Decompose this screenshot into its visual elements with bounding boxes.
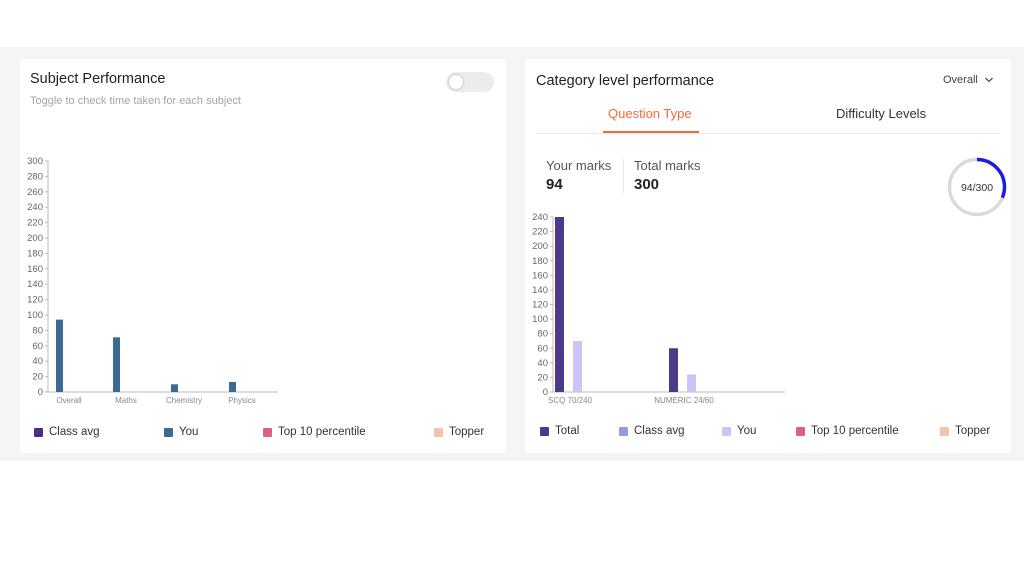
- subject-y-tick-label: 260: [27, 187, 43, 198]
- subject-y-tick-label: 240: [27, 202, 43, 213]
- active-tab-indicator: [603, 131, 699, 133]
- legend-label: Top 10 percentile: [278, 426, 366, 438]
- legend-swatch: [796, 426, 805, 436]
- qtype-y-tick-label: 140: [532, 285, 548, 296]
- qtype-bar-total: [555, 217, 564, 392]
- qtype-y-tick-label: 220: [532, 227, 548, 238]
- toggle-knob: [449, 75, 463, 89]
- qtype-y-tick-label: 100: [532, 314, 548, 325]
- tab-question-type[interactable]: Question Type: [608, 106, 692, 121]
- qtype-y-tick-label: 40: [537, 358, 548, 369]
- legend-label: You: [737, 425, 757, 437]
- chevron-down-icon: [984, 77, 993, 83]
- dropdown-value: Overall: [943, 74, 978, 86]
- legend-item-topper[interactable]: Topper: [940, 425, 990, 437]
- legend-item-top-10-percentile[interactable]: Top 10 percentile: [263, 426, 366, 438]
- subject-y-tick-label: 80: [32, 325, 43, 336]
- legend-item-you[interactable]: You: [722, 425, 756, 437]
- subject-x-tick-label: Maths: [115, 396, 137, 405]
- subject-x-tick-label: Overall: [56, 396, 82, 405]
- qtype-y-tick-label: 20: [537, 372, 548, 383]
- subject-x-tick-label: Physics: [228, 396, 256, 405]
- qtype-bar-you: [687, 374, 696, 392]
- your-marks-label: Your marks: [546, 158, 612, 173]
- marks-progress-ring: 94/300: [947, 157, 1007, 217]
- legend-swatch: [164, 427, 173, 437]
- legend-swatch: [263, 427, 272, 437]
- subject-performance-title: Subject Performance: [30, 71, 166, 87]
- subject-performance-card: Subject Performance Toggle to check time…: [20, 59, 506, 453]
- qtype-bar-total: [669, 348, 678, 392]
- legend-label: Total: [555, 425, 580, 437]
- subject-performance-chart: 0 20 40 60 80 100 120 140 160 180 200 220 240 260 280 3…: [27, 156, 278, 405]
- subject-y-tick-label: 140: [27, 279, 43, 290]
- subject-y-tick-label: 300: [27, 156, 43, 167]
- legend-label: Class avg: [49, 426, 100, 438]
- qtype-y-tick-label: 120: [532, 300, 548, 311]
- legend-item-you[interactable]: You: [164, 426, 198, 438]
- legend-item-topper[interactable]: Topper: [434, 426, 484, 438]
- overall-dropdown[interactable]: Overall: [943, 74, 994, 86]
- legend-item-total[interactable]: Total: [540, 425, 579, 437]
- total-marks-value: 300: [634, 176, 660, 193]
- your-marks-value: 94: [546, 176, 563, 193]
- subject-y-tick-label: 20: [32, 372, 43, 383]
- legend-label: Class avg: [634, 425, 685, 437]
- subject-bar-you: [113, 337, 120, 392]
- subject-y-tick-label: 0: [38, 387, 43, 398]
- ring-progress-arc: [947, 157, 1007, 217]
- total-marks-label: Total marks: [634, 158, 701, 173]
- legend-swatch: [619, 426, 628, 436]
- qtype-x-tick-label: NUMERIC 24/60: [654, 396, 714, 405]
- ring-label: 94/300: [961, 182, 993, 194]
- tabs-divider: [536, 133, 1000, 134]
- question-type-chart: 0 20 40 60 80 100 120 140 160 180 200 220 240 SCQ 70/…: [532, 212, 785, 405]
- legend-swatch: [540, 426, 549, 436]
- subject-performance-subtitle: Toggle to check time taken for each subj…: [30, 95, 241, 107]
- legend-swatch: [34, 427, 43, 437]
- subject-y-tick-label: 160: [27, 264, 43, 275]
- legend-label: Top 10 percentile: [811, 425, 899, 437]
- subject-y-tick-label: 280: [27, 171, 43, 182]
- qtype-y-tick-label: 80: [537, 329, 548, 340]
- qtype-bar-you: [573, 340, 582, 392]
- qtype-y-tick-label: 160: [532, 270, 548, 281]
- legend-label: You: [179, 426, 199, 438]
- qtype-x-tick-label: SCQ 70/240: [548, 396, 593, 405]
- legend-swatch: [722, 426, 731, 436]
- subject-y-tick-label: 220: [27, 218, 43, 229]
- legend-item-top-10-percentile[interactable]: Top 10 percentile: [796, 425, 899, 437]
- subject-y-tick-label: 40: [32, 356, 43, 367]
- subject-bar-you: [171, 384, 178, 392]
- legend-label: Topper: [955, 425, 991, 437]
- qtype-y-tick-label: 0: [543, 387, 548, 398]
- qtype-y-tick-label: 200: [532, 241, 548, 252]
- legend-item-class-avg[interactable]: Class avg: [34, 426, 100, 438]
- subject-y-tick-label: 180: [27, 248, 43, 259]
- subject-bar-you: [56, 319, 63, 392]
- subject-bar-you: [229, 381, 236, 392]
- subject-y-tick-label: 60: [32, 341, 43, 352]
- legend-swatch: [434, 427, 443, 437]
- legend-swatch: [940, 426, 949, 436]
- subject-x-tick-label: Chemistry: [166, 396, 202, 405]
- category-performance-title: Category level performance: [536, 73, 715, 89]
- category-performance-card: Category level performance Overall Quest…: [525, 59, 1011, 453]
- subject-y-tick-label: 200: [27, 233, 43, 244]
- stat-divider: [623, 159, 624, 193]
- legend-item-class-avg[interactable]: Class avg: [619, 425, 685, 437]
- qtype-y-tick-label: 240: [532, 212, 548, 223]
- qtype-y-tick-label: 180: [532, 256, 548, 267]
- subject-y-tick-label: 120: [27, 295, 43, 306]
- qtype-y-tick-label: 60: [537, 343, 548, 354]
- subject-y-tick-label: 100: [27, 310, 43, 321]
- legend-label: Topper: [449, 426, 485, 438]
- time-taken-toggle[interactable]: [446, 72, 494, 92]
- tab-difficulty-levels[interactable]: Difficulty Levels: [836, 106, 927, 121]
